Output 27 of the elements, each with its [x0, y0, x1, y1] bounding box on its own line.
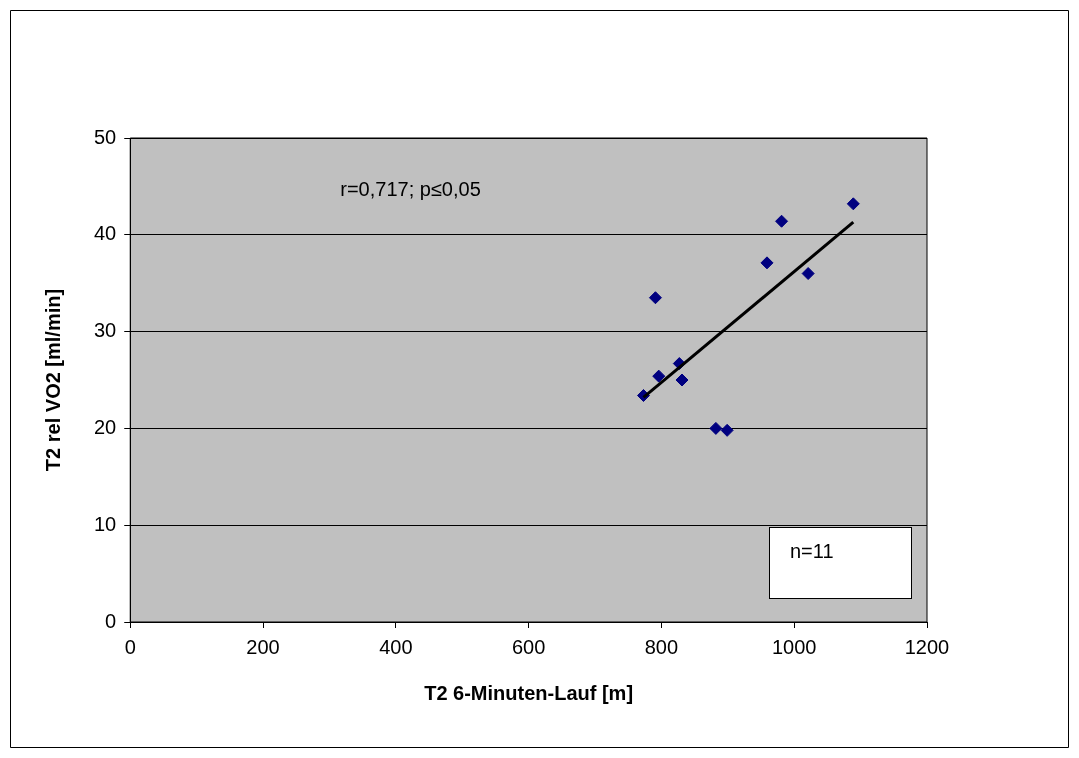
y-tick-label: 10 — [94, 512, 117, 535]
annotation: r=0,717; p≤0,05 — [340, 177, 481, 200]
point — [648, 291, 662, 305]
y-tick-label: 40 — [94, 222, 117, 245]
point — [775, 214, 789, 228]
point — [846, 197, 860, 211]
x-tick-label: 1000 — [771, 635, 817, 658]
point — [675, 373, 689, 387]
x-tick-label: 400 — [379, 635, 413, 658]
point — [801, 267, 815, 281]
annotation: n=11 — [790, 540, 834, 562]
y-axis-title: T2 rel VO2 [ml/min] — [41, 288, 64, 472]
y-tick-label: 50 — [94, 125, 117, 148]
note-box: n=11 — [769, 527, 912, 599]
x-tick-label: 1200 — [904, 635, 950, 658]
x-tick-label: 800 — [644, 635, 679, 658]
x-tick-label: 0 — [124, 635, 136, 658]
point — [720, 423, 734, 437]
y-tick-label: 30 — [94, 319, 117, 342]
y-tick-label: 20 — [94, 415, 117, 438]
x-axis-title: T2 6-Minuten-Lauf [m] — [424, 681, 634, 704]
x-tick-label: 600 — [511, 635, 546, 658]
point — [709, 421, 723, 435]
point — [760, 256, 774, 270]
point — [652, 369, 666, 383]
y-tick-label: 0 — [105, 609, 117, 632]
x-tick-label: 200 — [246, 635, 280, 658]
